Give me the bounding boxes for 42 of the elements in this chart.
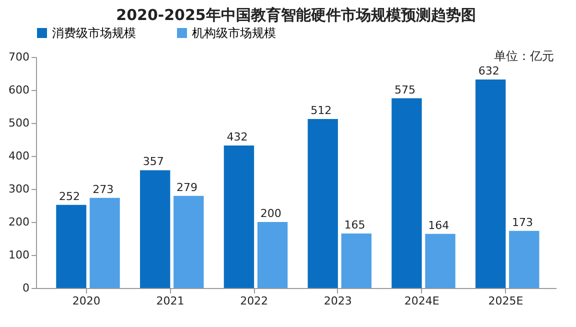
data-label: 575 xyxy=(394,83,416,96)
bar xyxy=(392,98,422,288)
y-tick-label: 100 xyxy=(8,248,30,262)
data-label: 252 xyxy=(59,190,80,203)
y-tick-label: 600 xyxy=(8,84,30,96)
x-tick-label: 2023 xyxy=(324,294,352,308)
annotation: 单位：亿元 xyxy=(494,48,554,65)
data-label: 165 xyxy=(344,218,366,232)
x-tick-label: 2025E xyxy=(488,294,524,308)
bar xyxy=(140,170,170,288)
legend-label: 机构级市场规模 xyxy=(192,26,276,40)
bar xyxy=(257,222,288,288)
data-label: 279 xyxy=(176,180,198,194)
data-label: 200 xyxy=(260,207,282,220)
y-tick-label: 400 xyxy=(8,150,30,162)
data-label: 173 xyxy=(512,216,533,229)
y-tick-label: 200 xyxy=(8,216,30,228)
data-label: 432 xyxy=(226,130,248,144)
data-label: 164 xyxy=(428,218,450,232)
x-tick-label: 2020 xyxy=(72,294,100,308)
bar xyxy=(341,234,372,288)
data-label: 632 xyxy=(478,64,500,78)
x-tick-label: 2024E xyxy=(404,294,440,308)
bar xyxy=(475,79,506,288)
bar xyxy=(56,204,86,288)
y-tick-label: 0 xyxy=(22,282,30,294)
chart-title: 2020-2025年中国教育智能硬件市场规模预测趋势图 xyxy=(116,6,476,24)
y-tick-label: 700 xyxy=(8,50,30,64)
x-tick-label: 2022 xyxy=(240,294,268,308)
bar xyxy=(224,145,254,288)
y-tick-label: 500 xyxy=(8,116,30,130)
bar xyxy=(425,234,456,288)
x-tick-label: 2021 xyxy=(156,294,184,308)
data-label: 273 xyxy=(92,182,114,196)
bar xyxy=(509,230,540,288)
legend-label: 消费级市场规模 xyxy=(52,26,136,40)
data-label: 357 xyxy=(142,155,164,168)
y-tick-label: 300 xyxy=(8,182,30,196)
data-label: 512 xyxy=(310,104,332,118)
bar xyxy=(90,198,120,288)
bar xyxy=(308,119,338,288)
bar xyxy=(174,196,204,288)
